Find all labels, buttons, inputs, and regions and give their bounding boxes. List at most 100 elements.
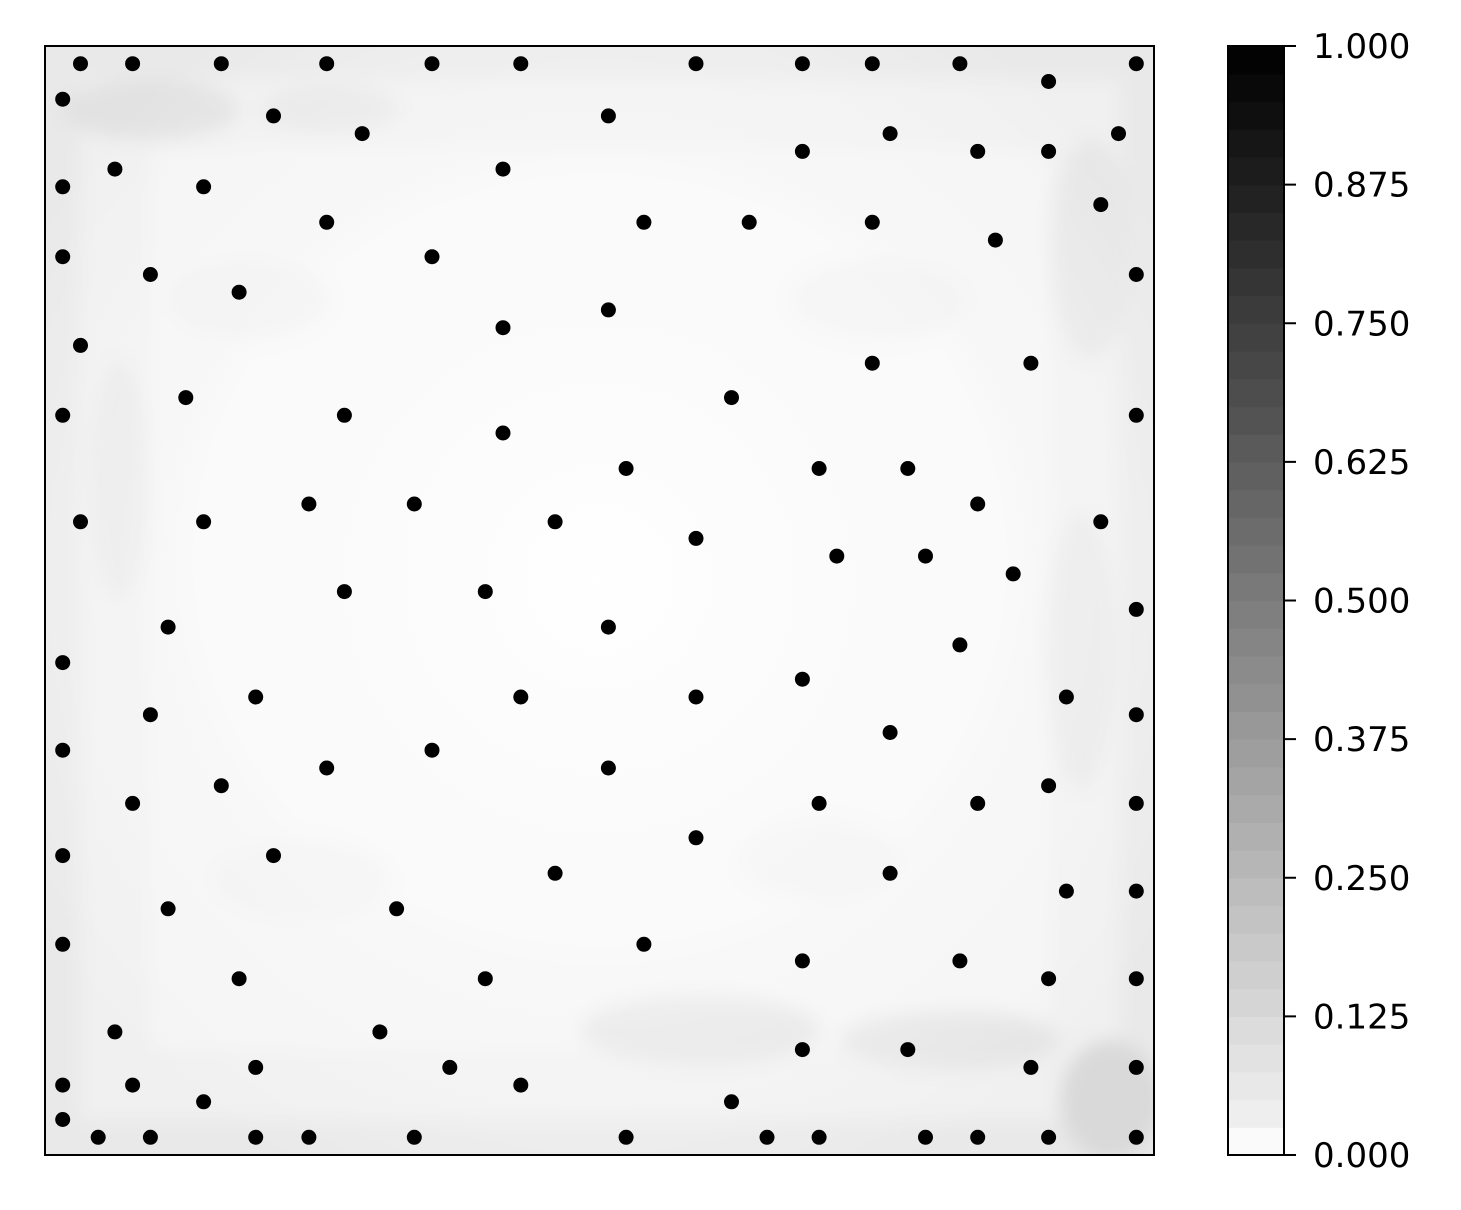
scatter-point-7 bbox=[794, 56, 810, 72]
colorbar-band-16 bbox=[1228, 683, 1284, 712]
scatter-point-127 bbox=[1041, 1129, 1057, 1145]
scatter-point-55 bbox=[547, 514, 563, 530]
colorbar-band-27 bbox=[1228, 378, 1284, 408]
scatter-point-0 bbox=[73, 56, 88, 72]
scatter-point-103 bbox=[107, 1024, 123, 1040]
scatter-point-47 bbox=[618, 461, 634, 476]
scatter-point-76 bbox=[55, 742, 71, 758]
scatter-point-45 bbox=[1128, 407, 1144, 423]
scatter-point-21 bbox=[107, 161, 123, 177]
scatter-point-34 bbox=[1128, 267, 1144, 282]
colorbar-band-38 bbox=[1228, 73, 1284, 103]
colorbar-band-11 bbox=[1228, 822, 1284, 851]
colorbar-band-33 bbox=[1228, 212, 1284, 241]
scatter-point-28 bbox=[741, 214, 757, 230]
scatter-point-54 bbox=[196, 514, 212, 530]
colorbar-tick-label-7: 0.875 bbox=[1313, 166, 1410, 206]
scatter-point-16 bbox=[882, 126, 898, 142]
scatter-point-35 bbox=[231, 284, 247, 300]
colorbar-tick-label-3: 0.375 bbox=[1313, 720, 1410, 760]
scatter-points bbox=[55, 56, 1144, 1145]
colorbar-band-29 bbox=[1228, 323, 1284, 352]
scatter-point-64 bbox=[160, 619, 176, 635]
scatter-point-89 bbox=[547, 865, 563, 881]
scatter-point-115 bbox=[724, 1094, 739, 1110]
scatter-point-52 bbox=[406, 496, 422, 512]
colorbar-band-0 bbox=[1228, 1127, 1284, 1156]
scatter-point-2 bbox=[213, 56, 229, 72]
scatter-point-27 bbox=[636, 214, 652, 230]
plot-area bbox=[44, 45, 1155, 1156]
scatter-point-24 bbox=[196, 179, 212, 195]
colorbar-tick-label-2: 0.250 bbox=[1313, 859, 1410, 899]
scatter-point-31 bbox=[55, 249, 71, 265]
scatter-point-44 bbox=[336, 407, 352, 423]
scatter-point-79 bbox=[600, 760, 616, 776]
scatter-point-100 bbox=[477, 971, 493, 987]
scatter-point-11 bbox=[1041, 74, 1057, 89]
colorbar-band-3 bbox=[1228, 1044, 1284, 1073]
scatter-point-5 bbox=[513, 56, 529, 72]
scatter-point-61 bbox=[336, 584, 352, 600]
scatter-point-108 bbox=[442, 1059, 458, 1075]
scatter-point-10 bbox=[1128, 56, 1144, 72]
colorbar-tick-label-4: 0.500 bbox=[1313, 582, 1410, 622]
scatter-point-82 bbox=[125, 795, 141, 811]
colorbar-band-12 bbox=[1228, 794, 1284, 823]
scatter-point-8 bbox=[864, 56, 880, 72]
scatter-point-119 bbox=[248, 1129, 264, 1145]
colorbar-band-2 bbox=[1228, 1071, 1284, 1101]
colorbar-band-15 bbox=[1228, 711, 1284, 740]
scatter-point-57 bbox=[688, 530, 704, 546]
colorbar-band-10 bbox=[1228, 850, 1284, 879]
scatter-point-73 bbox=[142, 707, 158, 723]
colorbar-band-32 bbox=[1228, 240, 1284, 269]
scatter-point-92 bbox=[1128, 883, 1144, 899]
scatter-point-77 bbox=[424, 742, 440, 758]
scatter-point-80 bbox=[213, 778, 229, 794]
scatter-point-25 bbox=[1093, 197, 1109, 213]
scatter-point-51 bbox=[301, 496, 317, 512]
colorbar-band-1 bbox=[1228, 1099, 1284, 1128]
scatter-point-39 bbox=[864, 355, 880, 371]
scatter-point-19 bbox=[970, 143, 986, 159]
colorbar-band-25 bbox=[1228, 434, 1284, 463]
colorbar-band-13 bbox=[1228, 766, 1284, 796]
colorbar-ticks: 0.000 0.125 0.250 0.375 0.500 0.625 0.750 0.875… bbox=[1284, 27, 1410, 1176]
colorbar-tick-label-5: 0.625 bbox=[1313, 443, 1410, 483]
colorbar-band-8 bbox=[1228, 905, 1284, 934]
colorbar-band-17 bbox=[1228, 655, 1284, 685]
scatter-point-102 bbox=[1128, 971, 1144, 987]
scatter-point-63 bbox=[1128, 601, 1144, 617]
scatter-point-120 bbox=[301, 1129, 317, 1145]
scatter-point-6 bbox=[688, 56, 704, 72]
scatter-point-59 bbox=[918, 548, 933, 564]
colorbar-tick-label-1: 0.125 bbox=[1313, 997, 1410, 1037]
scatter-point-91 bbox=[1058, 883, 1074, 899]
scatter-point-22 bbox=[495, 161, 511, 177]
scatter-point-86 bbox=[688, 830, 704, 846]
scatter-point-38 bbox=[73, 337, 88, 353]
scatter-point-87 bbox=[55, 848, 71, 864]
scatter-point-96 bbox=[636, 936, 652, 952]
scatter-point-93 bbox=[160, 901, 176, 917]
scatter-point-94 bbox=[389, 901, 405, 917]
scatter-point-78 bbox=[319, 760, 335, 776]
scatter-point-116 bbox=[55, 1112, 71, 1127]
scatter-point-40 bbox=[1023, 355, 1039, 371]
scatter-point-118 bbox=[142, 1129, 158, 1145]
scatter-point-12 bbox=[55, 91, 71, 107]
scatter-point-83 bbox=[811, 795, 827, 811]
scatter-point-85 bbox=[1128, 795, 1144, 811]
colorbar-band-24 bbox=[1228, 461, 1284, 491]
scatter-point-107 bbox=[248, 1059, 264, 1075]
scatter-point-97 bbox=[794, 953, 810, 969]
scatter-point-68 bbox=[794, 671, 810, 687]
scatter-point-33 bbox=[142, 267, 158, 282]
scatter-point-84 bbox=[970, 795, 986, 811]
scatter-point-99 bbox=[231, 971, 247, 987]
scatter-point-128 bbox=[1128, 1129, 1144, 1145]
colorbar-band-37 bbox=[1228, 101, 1284, 130]
scatter-point-90 bbox=[882, 865, 898, 881]
scatter-point-49 bbox=[900, 461, 916, 476]
